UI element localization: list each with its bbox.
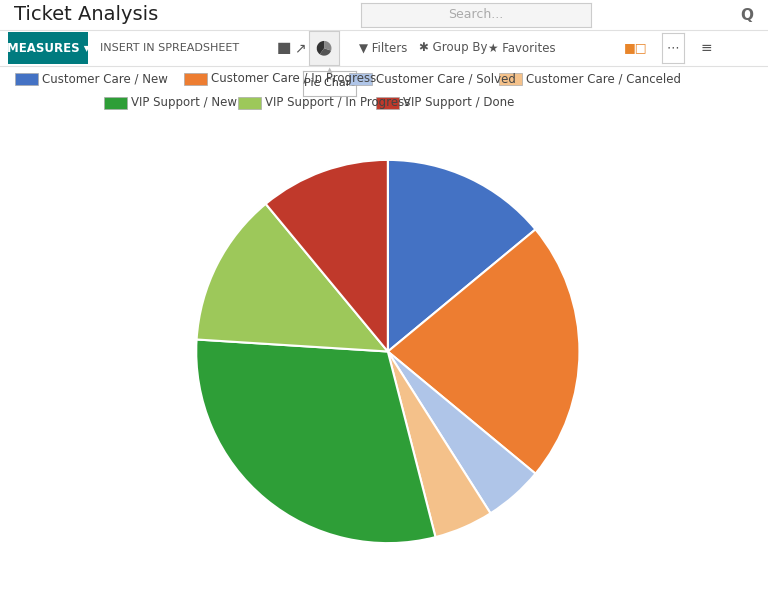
Text: ★ Favorites: ★ Favorites [488,42,555,54]
Text: MEASURES ▾: MEASURES ▾ [7,42,89,54]
Wedge shape [388,352,491,537]
Text: ≡: ≡ [700,41,713,55]
Text: Customer Care / In Progress: Customer Care / In Progress [211,72,376,85]
Text: VIP Support / In Progress: VIP Support / In Progress [265,96,410,109]
Text: ▲: ▲ [327,67,332,73]
Wedge shape [319,48,331,56]
Text: ▼ Filters: ▼ Filters [359,42,408,54]
Wedge shape [316,41,324,54]
Text: ↗: ↗ [293,41,306,55]
Wedge shape [197,204,388,352]
Wedge shape [388,229,579,473]
Text: Search...: Search... [449,8,504,21]
Text: INSERT IN SPREADSHEET: INSERT IN SPREADSHEET [100,43,239,53]
Text: Pie Chart: Pie Chart [304,78,355,88]
Wedge shape [266,160,388,352]
Text: VIP Support / Done: VIP Support / Done [403,96,515,109]
Text: Q: Q [740,8,753,23]
Text: ✱ Group By: ✱ Group By [419,42,487,54]
Text: ■□: ■□ [624,42,647,54]
Wedge shape [388,352,535,513]
Text: Customer Care / Solved: Customer Care / Solved [376,72,516,85]
Text: Customer Care / Canceled: Customer Care / Canceled [526,72,681,85]
Text: VIP Support / New: VIP Support / New [131,96,237,109]
Text: Customer Care / New: Customer Care / New [42,72,168,85]
Text: ⋯: ⋯ [667,42,679,54]
Wedge shape [388,160,535,352]
Wedge shape [197,340,435,543]
Text: ▐█: ▐█ [274,42,291,54]
Text: Ticket Analysis: Ticket Analysis [14,5,158,24]
Wedge shape [324,41,332,51]
